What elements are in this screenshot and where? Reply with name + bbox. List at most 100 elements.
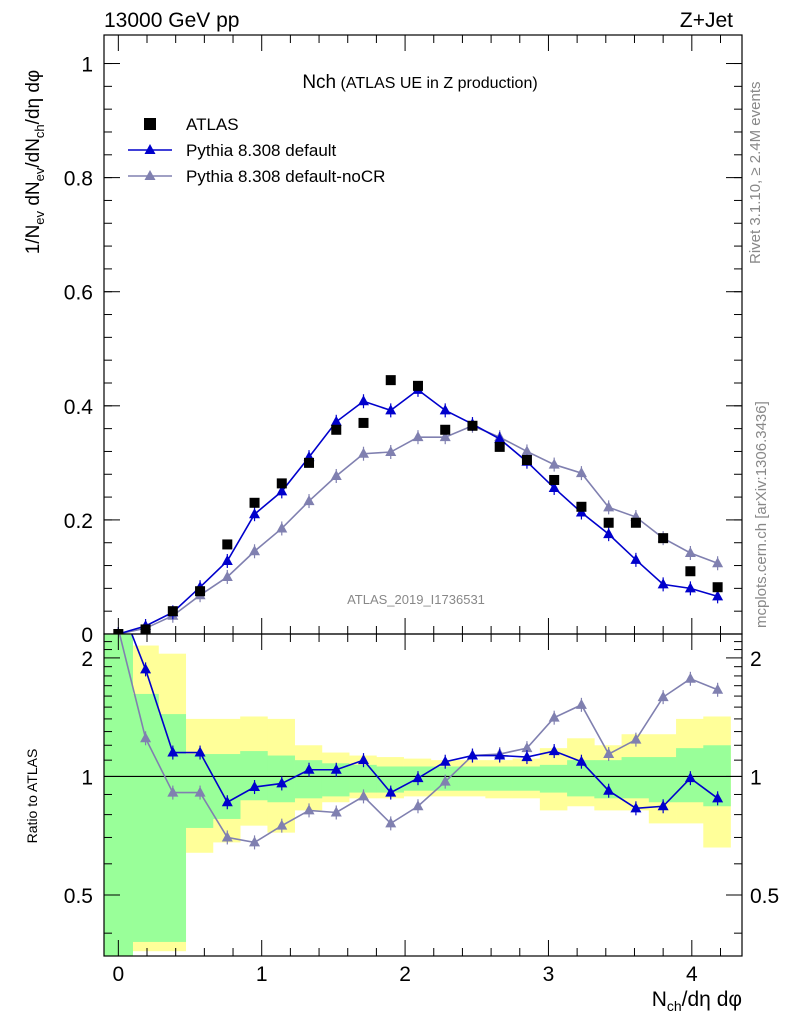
default-ratio-point bbox=[276, 777, 288, 788]
default-point bbox=[684, 582, 696, 593]
main-title-sub: (ATLAS UE in Z production) bbox=[336, 75, 538, 92]
default-point bbox=[548, 481, 560, 492]
ytick-label: 0 bbox=[81, 624, 93, 647]
default-ratio-line bbox=[130, 634, 147, 670]
atlas-point bbox=[358, 417, 369, 428]
nocr-ratio-point bbox=[521, 742, 533, 753]
ytick-label: 1 bbox=[81, 54, 93, 77]
main-title: Nch (ATLAS UE in Z production) bbox=[302, 72, 537, 93]
default-point bbox=[385, 404, 397, 415]
nocr-ratio-point bbox=[412, 800, 424, 811]
nocr-point bbox=[276, 522, 288, 533]
x-axis-label: Nch/dη dφ bbox=[652, 988, 742, 1014]
legend-marker-atlas bbox=[144, 118, 156, 130]
default-ratio-point bbox=[194, 746, 206, 757]
nocr-point bbox=[548, 458, 560, 469]
nocr-point bbox=[221, 570, 233, 581]
nocr-ratio-point bbox=[630, 733, 642, 744]
default-point bbox=[276, 485, 288, 496]
nocr-ratio-line bbox=[144, 677, 718, 844]
legend: ATLAS Pythia 8.308 default Pythia 8.308 de… bbox=[128, 115, 385, 186]
nocr-point bbox=[303, 495, 315, 506]
watermark: ATLAS_2019_I1736531 bbox=[347, 592, 485, 607]
ratio-ytick-label-right: 2 bbox=[750, 648, 762, 671]
atlas-point bbox=[630, 517, 641, 528]
nocr-ratio-point bbox=[276, 819, 288, 830]
default-ratio-point bbox=[521, 751, 533, 762]
nocr-point bbox=[684, 546, 696, 557]
ratio-ylabel: Ratio to ATLAS bbox=[24, 749, 40, 844]
nocr-ratio-point bbox=[167, 786, 179, 797]
nocr-ratio-point bbox=[194, 786, 206, 797]
legend-label: Pythia 8.308 default-noCR bbox=[186, 167, 385, 186]
green-band bbox=[349, 764, 377, 793]
default-ratio-line bbox=[144, 669, 719, 810]
nocr-point bbox=[521, 445, 533, 456]
default-point bbox=[494, 432, 506, 443]
main-panel: Nch (ATLAS UE in Z production) ATLAS_201… bbox=[23, 34, 743, 647]
default-point bbox=[657, 578, 669, 589]
default-ratio-point bbox=[330, 763, 342, 774]
nocr-point bbox=[712, 557, 724, 568]
default-point bbox=[439, 404, 451, 415]
nocr-point bbox=[249, 545, 261, 556]
green-band bbox=[621, 757, 650, 799]
atlas-point bbox=[195, 586, 206, 597]
atlas-point bbox=[440, 424, 451, 435]
nocr-point bbox=[603, 501, 615, 512]
legend-label: ATLAS bbox=[186, 115, 239, 134]
ytick-label: 0.4 bbox=[64, 396, 94, 419]
default-ratio-point bbox=[140, 663, 152, 674]
default-ratio-point bbox=[466, 749, 478, 760]
nocr-ratio-point bbox=[330, 806, 342, 817]
nocr-ratio-point bbox=[575, 698, 587, 709]
atlas-point bbox=[385, 375, 396, 386]
header-left: 13000 GeV pp bbox=[104, 9, 239, 32]
nocr-ratio-point bbox=[221, 831, 233, 842]
nocr-ratio-point bbox=[657, 691, 669, 702]
nocr-point bbox=[385, 446, 397, 457]
legend-marker-nocr bbox=[144, 170, 156, 180]
nocr-ratio-point bbox=[385, 817, 397, 828]
green-band bbox=[512, 766, 541, 791]
default-ratio-point bbox=[712, 792, 724, 803]
ratio-frame bbox=[103, 633, 743, 957]
green-band bbox=[104, 634, 133, 956]
nocr-ratio-point bbox=[249, 836, 261, 847]
ytick-label: 0.8 bbox=[64, 168, 93, 191]
xtick-label: 0 bbox=[112, 963, 124, 986]
atlas-point bbox=[658, 533, 669, 544]
legend-marker-default bbox=[144, 144, 156, 154]
default-ratio-point bbox=[412, 772, 424, 783]
atlas-point bbox=[167, 606, 178, 617]
ytick-label: 0.6 bbox=[64, 282, 93, 305]
ratio-ytick-label-right: 0.5 bbox=[750, 885, 779, 908]
green-band bbox=[539, 764, 568, 793]
nocr-point bbox=[358, 447, 370, 458]
default-ratio-point bbox=[548, 745, 560, 756]
xtick-label: 1 bbox=[256, 963, 268, 986]
atlas-point bbox=[521, 455, 532, 466]
atlas-point bbox=[576, 501, 587, 512]
nocr-ratio-point bbox=[303, 804, 315, 815]
default-ratio-point bbox=[358, 754, 370, 765]
atlas-point bbox=[331, 424, 342, 435]
default-ratio-point bbox=[385, 786, 397, 797]
xtick-label: 3 bbox=[543, 963, 555, 986]
atlas-point bbox=[276, 478, 287, 489]
atlas-point bbox=[412, 380, 423, 391]
ratio-ytick-label-right: 1 bbox=[750, 766, 762, 789]
nocr-point bbox=[330, 469, 342, 480]
xtick-label: 4 bbox=[686, 963, 698, 986]
nocr-ratio-point bbox=[712, 683, 724, 694]
default-point bbox=[712, 590, 724, 601]
default-point bbox=[630, 553, 642, 564]
mcplots-label: mcplots.cern.ch [arXiv:1306.3436] bbox=[753, 401, 770, 628]
green-band bbox=[132, 693, 159, 942]
atlas-point bbox=[494, 441, 505, 452]
atlas-point bbox=[712, 582, 723, 593]
atlas-point bbox=[603, 517, 614, 528]
default-ratio-point bbox=[684, 772, 696, 783]
header-right: Z+Jet bbox=[680, 9, 733, 32]
